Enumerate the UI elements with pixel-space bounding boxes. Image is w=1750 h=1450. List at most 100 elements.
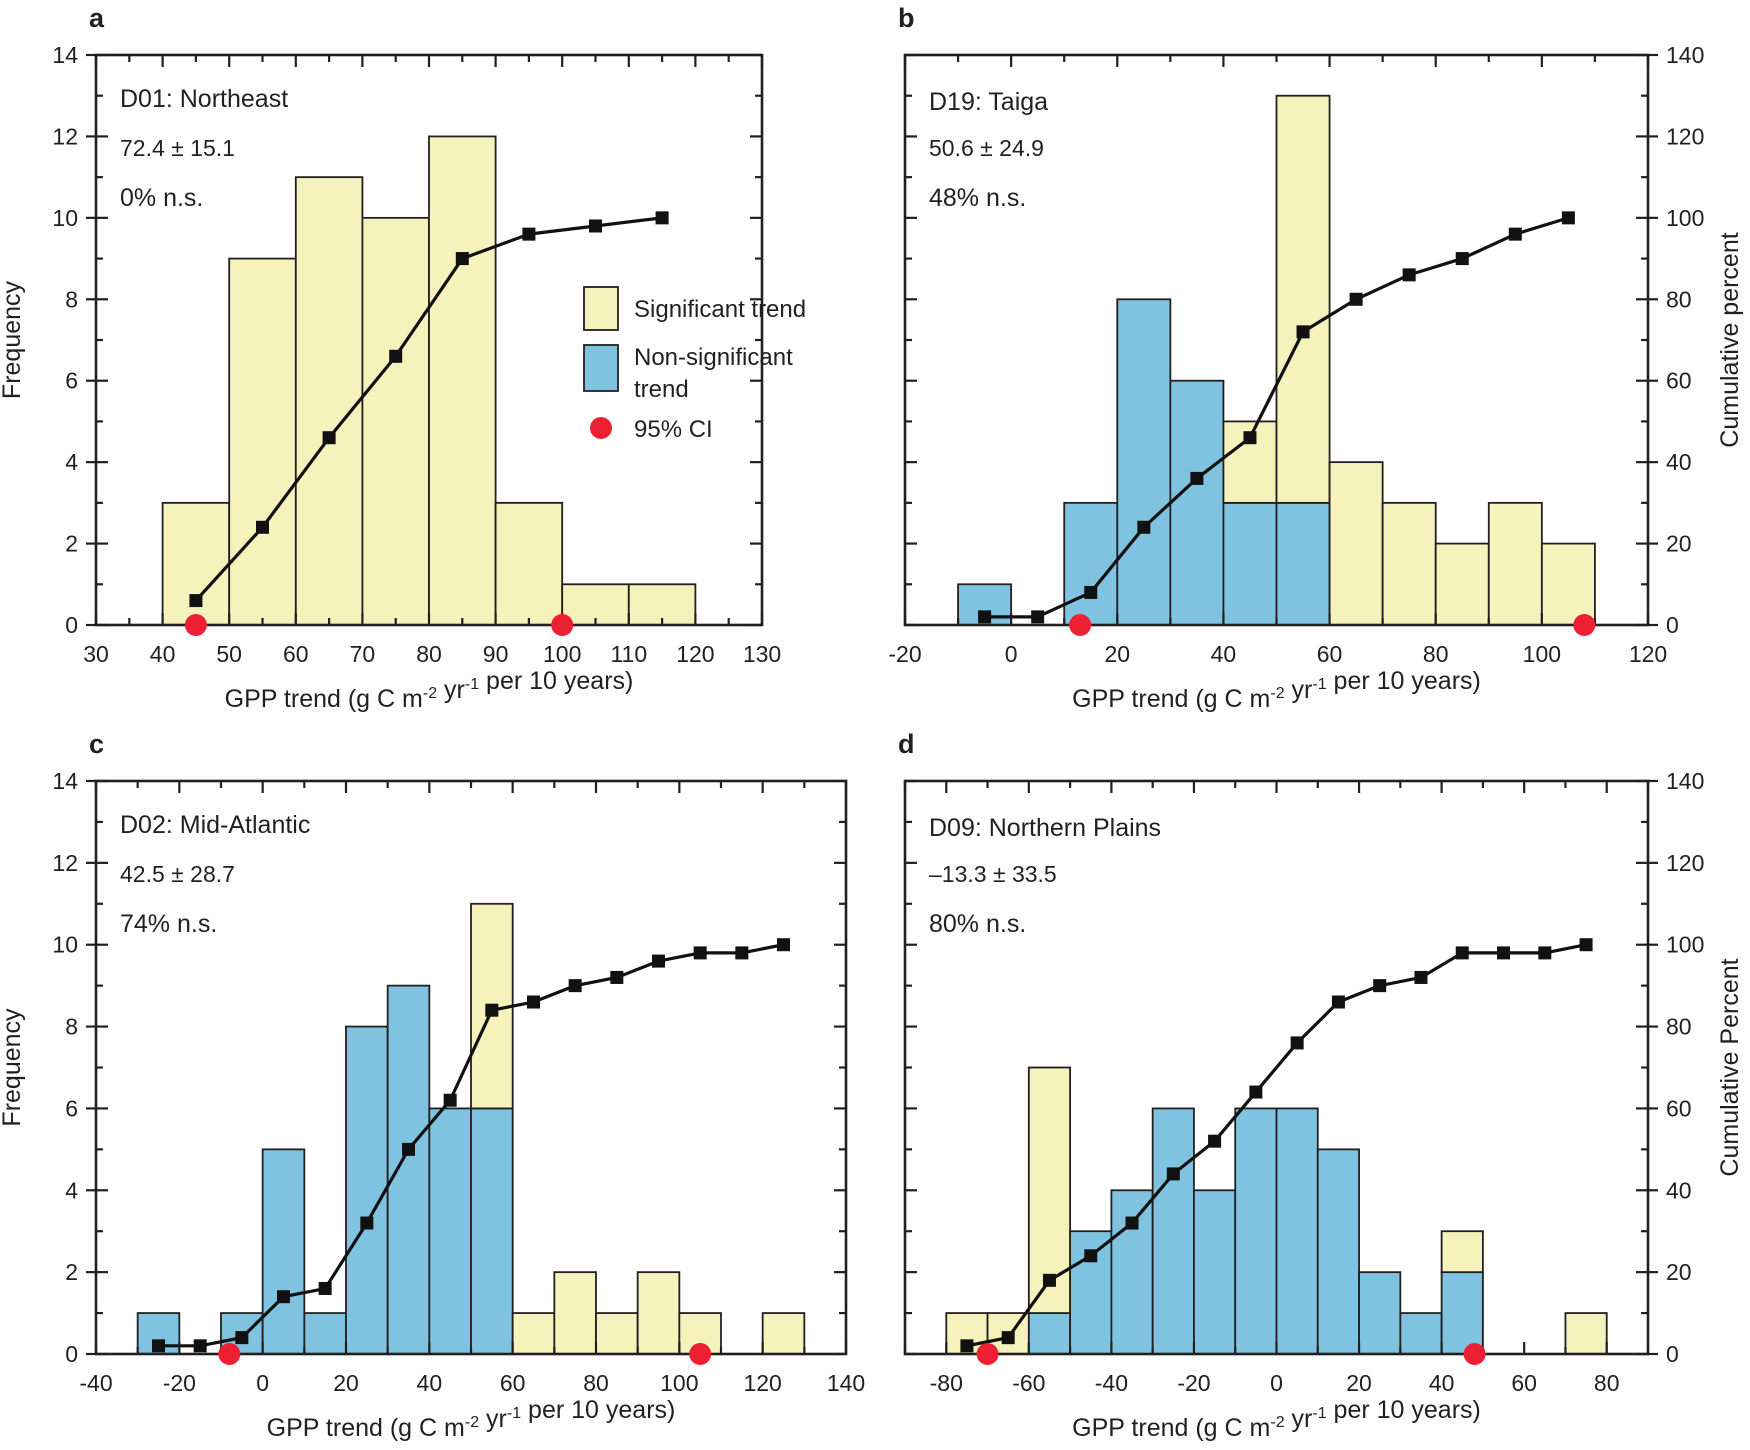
x-axis-title: GPP trend (g C m-2 yr-1 per 10 years) <box>1072 1396 1481 1442</box>
panel-ns-percent: 48% n.s. <box>929 184 1026 212</box>
y2-tick-label: 140 <box>1666 42 1704 68</box>
x-tick-label: 40 <box>150 641 176 667</box>
bar-nonsignificant <box>1275 501 1331 626</box>
x-tick-label: -20 <box>163 1370 196 1396</box>
bar-nonsignificant <box>1063 501 1119 626</box>
bar-nonsignificant <box>303 1312 347 1355</box>
y2-tick-label: 140 <box>1666 768 1704 794</box>
cumulative-point <box>1508 227 1522 241</box>
y-axis-title: Frequency <box>0 1008 26 1127</box>
y-axis-title: Frequency <box>0 280 26 399</box>
bar-nonsignificant <box>345 1025 389 1355</box>
x-tick-label: 90 <box>483 641 509 667</box>
y2-tick-label: 100 <box>1666 932 1704 958</box>
cumulative-point <box>1579 938 1593 952</box>
panel-title: D09: Northern Plains <box>929 814 1161 842</box>
bar-significant <box>1381 501 1437 626</box>
cumulative-point <box>389 349 403 363</box>
cumulative-point <box>1373 979 1387 993</box>
bar-significant <box>553 1271 597 1355</box>
cumulative-point <box>1414 970 1428 984</box>
y-tick-label: 14 <box>52 42 78 68</box>
x-tick-label: 110 <box>610 641 647 667</box>
x-tick-label: 40 <box>1429 1370 1455 1396</box>
legend-swatch-nonsignificant <box>583 344 619 392</box>
bar-significant <box>1328 461 1384 626</box>
cumulative-point <box>1561 211 1575 225</box>
legend-label-significant: Significant trend <box>634 296 806 323</box>
cumulative-point <box>1249 1085 1263 1099</box>
ci-marker <box>551 614 574 636</box>
panel-a: a 30 40 50 60 70 80 90 100 110 120 130 0 2 4 6 8 10 12 14 GP… <box>0 3 781 713</box>
cumulative-point <box>693 946 707 960</box>
x-tick-label: 40 <box>417 1370 443 1396</box>
cumulative-point <box>655 211 669 225</box>
ci-marker <box>1463 1343 1486 1365</box>
y2-tick-label: 120 <box>1666 123 1704 149</box>
x-tick-label: -20 <box>888 641 921 667</box>
cumulative-point <box>1538 946 1552 960</box>
ci-marker <box>1069 614 1092 636</box>
cumulative-line <box>158 943 784 1348</box>
y2-tick-label: 0 <box>1666 612 1679 638</box>
x-axis-title: GPP trend (g C m-2 yr-1 per 10 years) <box>267 1396 676 1442</box>
bar-nonsignificant <box>428 1107 472 1355</box>
x-tick-label: 60 <box>1317 641 1343 667</box>
x-tick-label: 100 <box>660 1370 698 1396</box>
bar-nonsignificant <box>1169 379 1225 626</box>
bar-nonsignificant <box>1358 1271 1402 1355</box>
x-tick-label: 80 <box>1423 641 1449 667</box>
bar-nonsignificant <box>386 984 431 1355</box>
y-tick-label: 10 <box>52 932 78 958</box>
cumulative-point <box>318 1282 332 1296</box>
panel-b: b -20 0 20 40 60 80 100 120 0 20 40 60 80 100 120 140 GPP… <box>888 3 1744 713</box>
panel-ns-percent: 80% n.s. <box>929 910 1026 938</box>
x-tick-label: 20 <box>333 1370 359 1396</box>
legend-swatch-ci <box>590 417 612 439</box>
y-tick-label: 2 <box>65 531 78 557</box>
panel-title: D02: Mid-Atlantic <box>120 811 310 839</box>
y-tick-label: 0 <box>65 1341 78 1367</box>
x-tick-label: 30 <box>83 641 109 667</box>
bar-nonsignificant <box>1316 1148 1360 1355</box>
legend-swatch-significant <box>583 286 619 331</box>
y2-tick-label: 40 <box>1666 449 1692 475</box>
y2-tick-label: 100 <box>1666 205 1704 231</box>
bar-nonsignificant <box>1234 1107 1278 1355</box>
cumulative-point <box>1349 292 1363 306</box>
cumulative-point <box>589 219 602 233</box>
y2-tick-label: 60 <box>1666 1095 1692 1121</box>
cumulative-line <box>194 216 663 602</box>
cumulative-point <box>485 1003 499 1017</box>
x-tick-label: -80 <box>930 1370 963 1396</box>
legend: Significant trend Non-significant trend 95%… <box>583 286 806 443</box>
cumulative-point <box>978 610 992 624</box>
bar-nonsignificant <box>261 1148 306 1355</box>
bar-nonsignificant <box>1222 501 1278 626</box>
x-axis-title: GPP trend (g C m-2 yr-1 per 10 years) <box>225 667 634 713</box>
bar-significant <box>228 257 297 626</box>
x-tick-label: -20 <box>1177 1370 1210 1396</box>
y2-tick-label: 40 <box>1666 1177 1692 1203</box>
panel-letter: b <box>898 3 915 33</box>
y-tick-label: 6 <box>65 1095 78 1121</box>
panel-ns-percent: 74% n.s. <box>120 910 217 938</box>
cumulative-point <box>1290 1036 1304 1050</box>
bar-nonsignificant <box>1193 1189 1237 1355</box>
bar-significant <box>1275 94 1331 504</box>
ci-marker <box>976 1343 999 1365</box>
cumulative-point <box>1497 946 1511 960</box>
cumulative-point <box>402 1142 415 1156</box>
x-tick-label: 60 <box>500 1370 526 1396</box>
cumulative-point <box>189 594 203 608</box>
legend-label-nonsignificant-2: trend <box>634 376 689 403</box>
y-tick-label: 2 <box>65 1259 78 1285</box>
cumulative-point <box>527 995 540 1009</box>
cumulative-point <box>522 227 536 241</box>
bar-significant <box>595 1312 639 1355</box>
legend-label-nonsignificant: Non-significant <box>634 344 793 371</box>
cumulative-point <box>1190 471 1204 485</box>
bar-significant <box>1564 1312 1608 1355</box>
x-tick-label: 120 <box>743 1370 781 1396</box>
x-tick-label: 40 <box>1211 641 1237 667</box>
